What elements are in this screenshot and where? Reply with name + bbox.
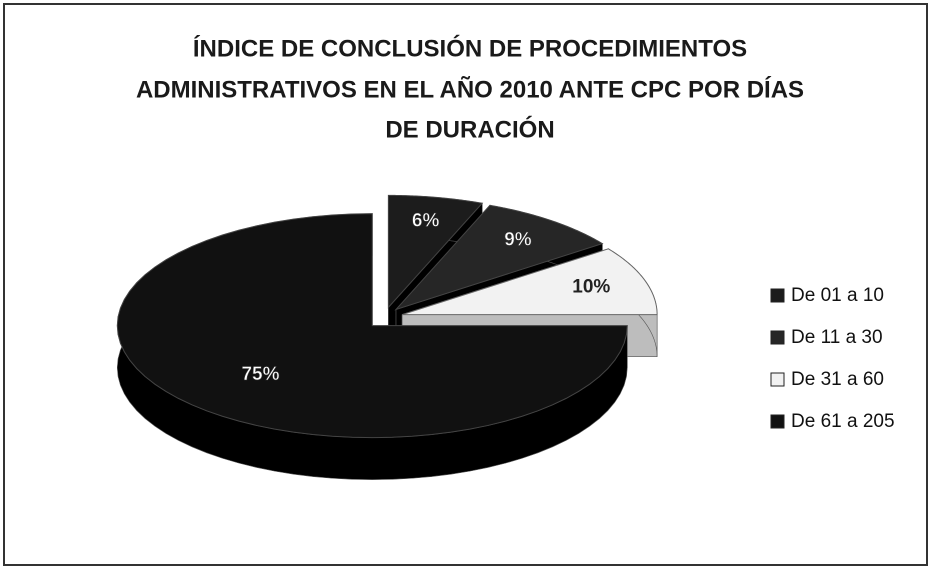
legend-swatch: [770, 330, 785, 345]
slice: [401, 248, 658, 316]
data-label: 6%: [412, 211, 440, 232]
chart-title: ÍNDICE DE CONCLUSIÓN DE PROCEDIMIENTOS: [193, 34, 747, 62]
legend-swatch: [770, 372, 785, 387]
legend-label: De 31 a 60: [791, 369, 884, 390]
data-label: 10%: [572, 277, 610, 298]
slice: [116, 213, 628, 439]
legend: De 01 a 10 De 11 a 30 De 31 a 60 De 61 a 20…: [770, 285, 895, 432]
data-label: 75%: [241, 364, 279, 385]
legend-label: De 01 a 10: [791, 285, 884, 306]
slice: [394, 204, 604, 311]
legend-label: De 61 a 205: [791, 411, 895, 432]
chart-title: ADMINISTRATIVOS EN EL AÑO 2010 ANTE CPC …: [136, 75, 804, 103]
legend-swatch: [770, 414, 785, 429]
slice: [387, 194, 484, 309]
chart-title: DE DURACIÓN: [385, 115, 554, 143]
legend-swatch: [770, 288, 785, 303]
legend-label: De 11 a 30: [791, 327, 883, 348]
pie: 6% 9% 10% 75%: [116, 194, 658, 480]
data-label: 9%: [504, 229, 532, 250]
